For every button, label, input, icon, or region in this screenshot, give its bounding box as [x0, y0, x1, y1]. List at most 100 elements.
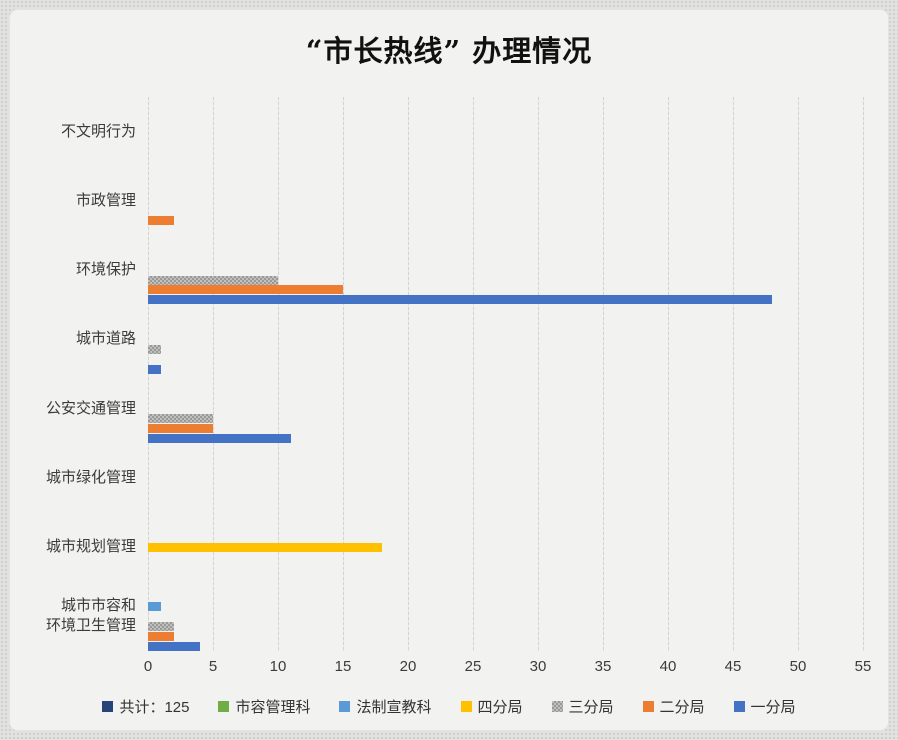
- series-slot: [148, 572, 863, 582]
- category-label: 公安交通管理: [45, 399, 136, 417]
- legend-swatch: [551, 701, 563, 712]
- series-slot: [148, 611, 863, 621]
- legend-item: 法制宣教科: [339, 696, 432, 717]
- series-slot: [148, 582, 863, 592]
- series-slot: [148, 334, 863, 344]
- legend-swatch: [642, 701, 654, 712]
- series-slot: [148, 137, 863, 147]
- x-tick-label: 0: [143, 658, 153, 675]
- series-slot: [148, 374, 863, 384]
- category-label: 环境保护: [75, 261, 136, 278]
- series-slot: [148, 265, 863, 275]
- bar-二分局: [148, 423, 213, 433]
- legend-label: 共计：125: [119, 699, 190, 716]
- legend-swatch: [339, 701, 351, 712]
- series-slot: [148, 325, 863, 335]
- series-slot: [148, 236, 863, 246]
- series-slot: [148, 97, 863, 107]
- category-band: [148, 443, 863, 512]
- x-tick-label: 5: [208, 658, 218, 675]
- series-slot: [148, 156, 863, 166]
- category-labels: 不文明行为 市政管理 环境保护 城市道路 公安交通管理 城市绿化管理 城市规划管…: [14, 97, 142, 651]
- series-slot: [148, 621, 863, 631]
- series-slot: [148, 245, 863, 255]
- series-slot: [148, 542, 863, 552]
- category-band: [148, 582, 863, 651]
- bar-二分局: [148, 631, 174, 641]
- series-slot: [148, 315, 863, 325]
- bar-一分局: [148, 641, 200, 651]
- gridline: [278, 97, 279, 651]
- legend-label: 法制宣教科: [356, 699, 432, 716]
- series-slot: [148, 483, 863, 493]
- series-slot: [148, 443, 863, 453]
- gridline: [343, 97, 344, 651]
- series-slot: [148, 295, 863, 305]
- gridline: [733, 97, 734, 651]
- legend-item: 一分局: [733, 696, 796, 717]
- legend-label: 二分局: [659, 699, 705, 716]
- bars-layer: [148, 97, 863, 651]
- category-label: 不文明行为: [60, 122, 136, 140]
- category-label: 城市市容和 环境卫生管理: [45, 597, 136, 635]
- series-slot: [148, 166, 863, 176]
- category-band: [148, 513, 863, 582]
- series-slot: [148, 107, 863, 117]
- category-label: 城市绿化管理: [45, 468, 136, 486]
- x-tick-label: 15: [334, 658, 352, 675]
- series-slot: [148, 146, 863, 156]
- gridline: [863, 97, 864, 651]
- series-slot: [148, 216, 863, 226]
- chart-title: “市长热线” 办理情况: [305, 34, 593, 68]
- series-slot: [148, 433, 863, 443]
- series-slot: [148, 493, 863, 503]
- x-tick-label: 40: [659, 658, 677, 675]
- x-tick-label: 50: [789, 658, 807, 675]
- category-band: [148, 236, 863, 305]
- x-tick-label: 35: [594, 658, 612, 675]
- series-slot: [148, 354, 863, 364]
- series-slot: [148, 473, 863, 483]
- legend-label: 四分局: [477, 699, 523, 716]
- series-slot: [148, 255, 863, 265]
- category-band: [148, 97, 863, 166]
- bar-三分局: [148, 621, 174, 631]
- x-tick-label: 45: [724, 658, 742, 675]
- chart-panel: “市长热线” 办理情况 不文明行为 市政管理 环境保护 城市道路 公安交通管理 …: [9, 9, 889, 731]
- series-slot: [148, 562, 863, 572]
- series-slot: [148, 206, 863, 216]
- series-slot: [148, 522, 863, 532]
- plot-area: [148, 97, 864, 651]
- legend-item: 四分局: [460, 696, 523, 717]
- bar-二分局: [148, 216, 174, 226]
- bar-三分局: [148, 275, 278, 285]
- series-slot: [148, 404, 863, 414]
- series-slot: [148, 186, 863, 196]
- bar-一分局: [148, 433, 291, 443]
- series-slot: [148, 463, 863, 473]
- bar-一分局: [148, 364, 161, 374]
- series-slot: [148, 226, 863, 236]
- series-slot: [148, 127, 863, 137]
- gridline: [473, 97, 474, 651]
- legend-swatch: [218, 701, 230, 712]
- series-slot: [148, 513, 863, 523]
- category-label: 城市道路: [75, 330, 136, 348]
- category-band: [148, 305, 863, 374]
- series-slot: [148, 176, 863, 186]
- series-slot: [148, 394, 863, 404]
- legend: 共计：125 市容管理科 法制宣教科 四分局 三分局 二分局 一分局: [10, 696, 888, 717]
- x-tick-label: 10: [269, 658, 287, 675]
- legend-label: 一分局: [750, 699, 796, 716]
- legend-label: 三分局: [568, 699, 614, 716]
- series-slot: [148, 532, 863, 542]
- series-slot: [148, 305, 863, 315]
- series-slot: [148, 275, 863, 285]
- category-label: 城市规划管理: [45, 538, 136, 555]
- x-axis: 0 5 10 15 20 25 30 35 40 45 50 55: [144, 658, 872, 678]
- series-slot: [148, 117, 863, 127]
- series-slot: [148, 601, 863, 612]
- legend-item: 三分局: [551, 696, 614, 717]
- series-slot: [148, 552, 863, 562]
